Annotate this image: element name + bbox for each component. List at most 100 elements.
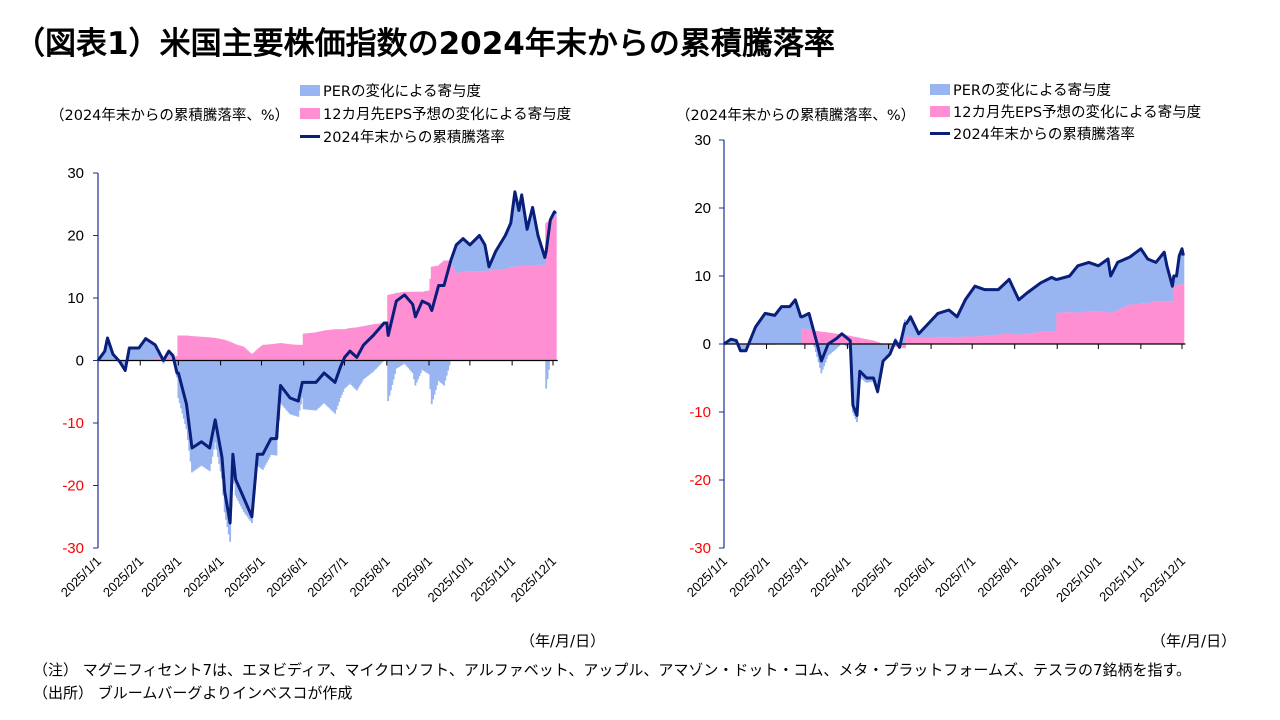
per-bar	[1093, 264, 1096, 312]
per-bar	[144, 338, 147, 360]
eps-bar	[1016, 334, 1019, 344]
per-bar	[813, 344, 816, 348]
eps-bar	[204, 337, 207, 361]
eps-bar	[245, 349, 248, 361]
per-bar	[853, 344, 856, 416]
per-bar	[1119, 261, 1122, 309]
eps-bar	[1039, 331, 1042, 344]
per-bar	[808, 313, 810, 330]
per-bar	[799, 316, 802, 344]
per-bar	[1008, 279, 1011, 334]
per-bar	[102, 353, 105, 361]
per-bar	[537, 235, 539, 265]
eps-bar	[1122, 307, 1124, 344]
per-bar	[481, 240, 484, 272]
per-bar	[233, 360, 236, 484]
per-bar	[221, 360, 223, 479]
per-bar	[148, 341, 151, 359]
per-bar	[828, 344, 831, 355]
eps-bar	[904, 344, 906, 349]
eps-bar	[309, 332, 312, 361]
eps-bar	[809, 329, 812, 344]
eps-bar	[157, 358, 159, 361]
per-bar	[364, 360, 366, 379]
per-bar	[1071, 272, 1074, 313]
eps-bar	[259, 347, 262, 361]
per-bar	[835, 344, 838, 349]
per-bar	[418, 360, 421, 377]
eps-bar	[409, 291, 411, 361]
eps-bar	[291, 344, 294, 361]
eps-bar	[902, 344, 905, 348]
per-bar	[754, 326, 757, 344]
eps-bar	[941, 337, 943, 344]
cumulative-return-line	[723, 247, 1185, 417]
per-bar	[797, 308, 799, 344]
eps-bar	[1093, 311, 1096, 344]
eps-bar	[871, 340, 874, 344]
per-bar	[242, 360, 245, 512]
per-bar	[805, 314, 808, 330]
per-bar	[105, 344, 108, 361]
per-bar	[112, 354, 114, 361]
eps-bar	[938, 337, 941, 344]
eps-bar	[415, 291, 418, 361]
y-tick-label: 10	[67, 290, 84, 307]
eps-bar	[910, 337, 913, 344]
eps-bar	[219, 339, 222, 361]
eps-bar	[417, 291, 420, 361]
eps-bar	[470, 271, 473, 361]
eps-bar	[467, 271, 470, 361]
per-bar	[751, 333, 754, 344]
eps-bar	[340, 329, 343, 361]
eps-bar	[894, 344, 897, 347]
eps-bar	[197, 336, 200, 361]
per-bar	[265, 360, 268, 463]
eps-bar	[961, 336, 964, 344]
eps-bar	[876, 341, 879, 344]
per-bar	[1059, 278, 1061, 313]
eps-bar	[1131, 304, 1134, 344]
per-bar	[488, 266, 490, 271]
per-bar	[110, 350, 113, 361]
eps-bar	[268, 344, 271, 361]
eps-bar	[342, 329, 345, 361]
per-bar	[873, 344, 876, 386]
eps-bar	[924, 337, 927, 344]
eps-bar	[541, 264, 544, 361]
eps-bar	[483, 271, 486, 361]
eps-bar	[1061, 312, 1064, 344]
eps-bar	[498, 269, 501, 361]
per-bar	[381, 360, 384, 362]
per-bar	[388, 360, 391, 396]
per-bar	[422, 360, 425, 371]
eps-bar	[1108, 312, 1111, 344]
eps-bar	[370, 324, 373, 361]
eps-bar	[1097, 311, 1100, 344]
page-title: （図表1）米国主要株価指数の2024年末からの累積騰落率	[14, 26, 835, 62]
per-bar	[941, 312, 943, 338]
eps-bar	[275, 343, 278, 361]
per-bar	[1080, 264, 1083, 313]
per-bar	[886, 345, 889, 357]
eps-bar	[494, 269, 497, 361]
per-bar	[394, 360, 396, 375]
eps-bar	[155, 358, 158, 361]
per-bar	[379, 360, 381, 365]
eps-bar	[302, 333, 305, 361]
eps-bar	[316, 332, 319, 361]
eps-bar	[338, 329, 341, 361]
per-bar	[1048, 278, 1050, 332]
eps-bar	[369, 324, 372, 361]
per-bar	[1113, 267, 1116, 312]
per-bar	[974, 286, 976, 337]
eps-bar	[972, 336, 975, 344]
per-bar	[230, 360, 233, 507]
per-bar	[107, 342, 110, 361]
eps-bar	[265, 344, 268, 361]
per-bar	[122, 360, 125, 369]
per-bar	[942, 311, 945, 338]
eps-bar	[1041, 331, 1044, 344]
eps-bar	[192, 336, 195, 361]
